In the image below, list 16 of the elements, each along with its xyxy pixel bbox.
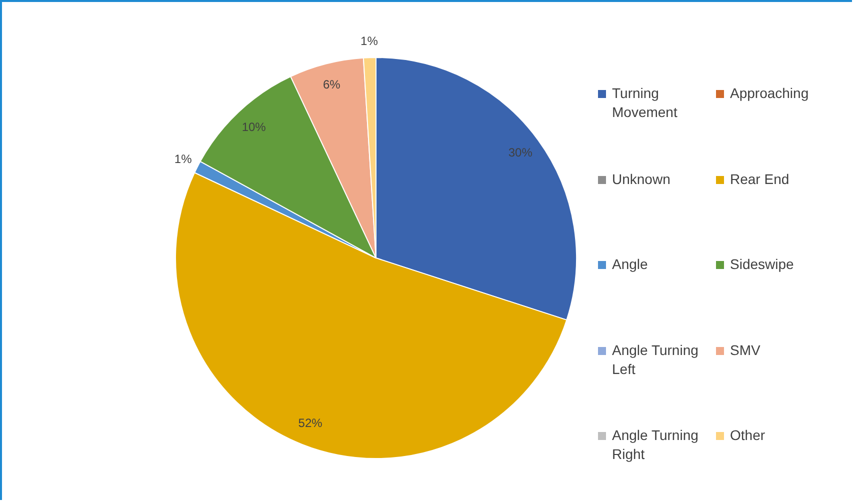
legend-label: Unknown xyxy=(612,170,672,188)
legend-label: Angle Turning Left xyxy=(612,340,700,378)
data-label: 1% xyxy=(174,152,192,166)
legend-label: Angle Turning Right xyxy=(612,426,700,464)
data-label: 6% xyxy=(322,77,341,92)
legend-label: Angle xyxy=(612,255,649,274)
legend-label: Approaching xyxy=(730,84,810,103)
legend-label: SMV xyxy=(730,340,762,360)
data-label: 10% xyxy=(242,120,266,134)
legend-label: Sideswipe xyxy=(730,255,795,274)
legend-label: Other xyxy=(730,426,766,445)
data-label: 1% xyxy=(360,34,378,48)
legend-label: Rear End xyxy=(730,170,790,188)
data-label: 30% xyxy=(508,145,533,160)
legend-label: Turning Movement xyxy=(612,84,678,122)
data-label: 52% xyxy=(298,416,323,430)
